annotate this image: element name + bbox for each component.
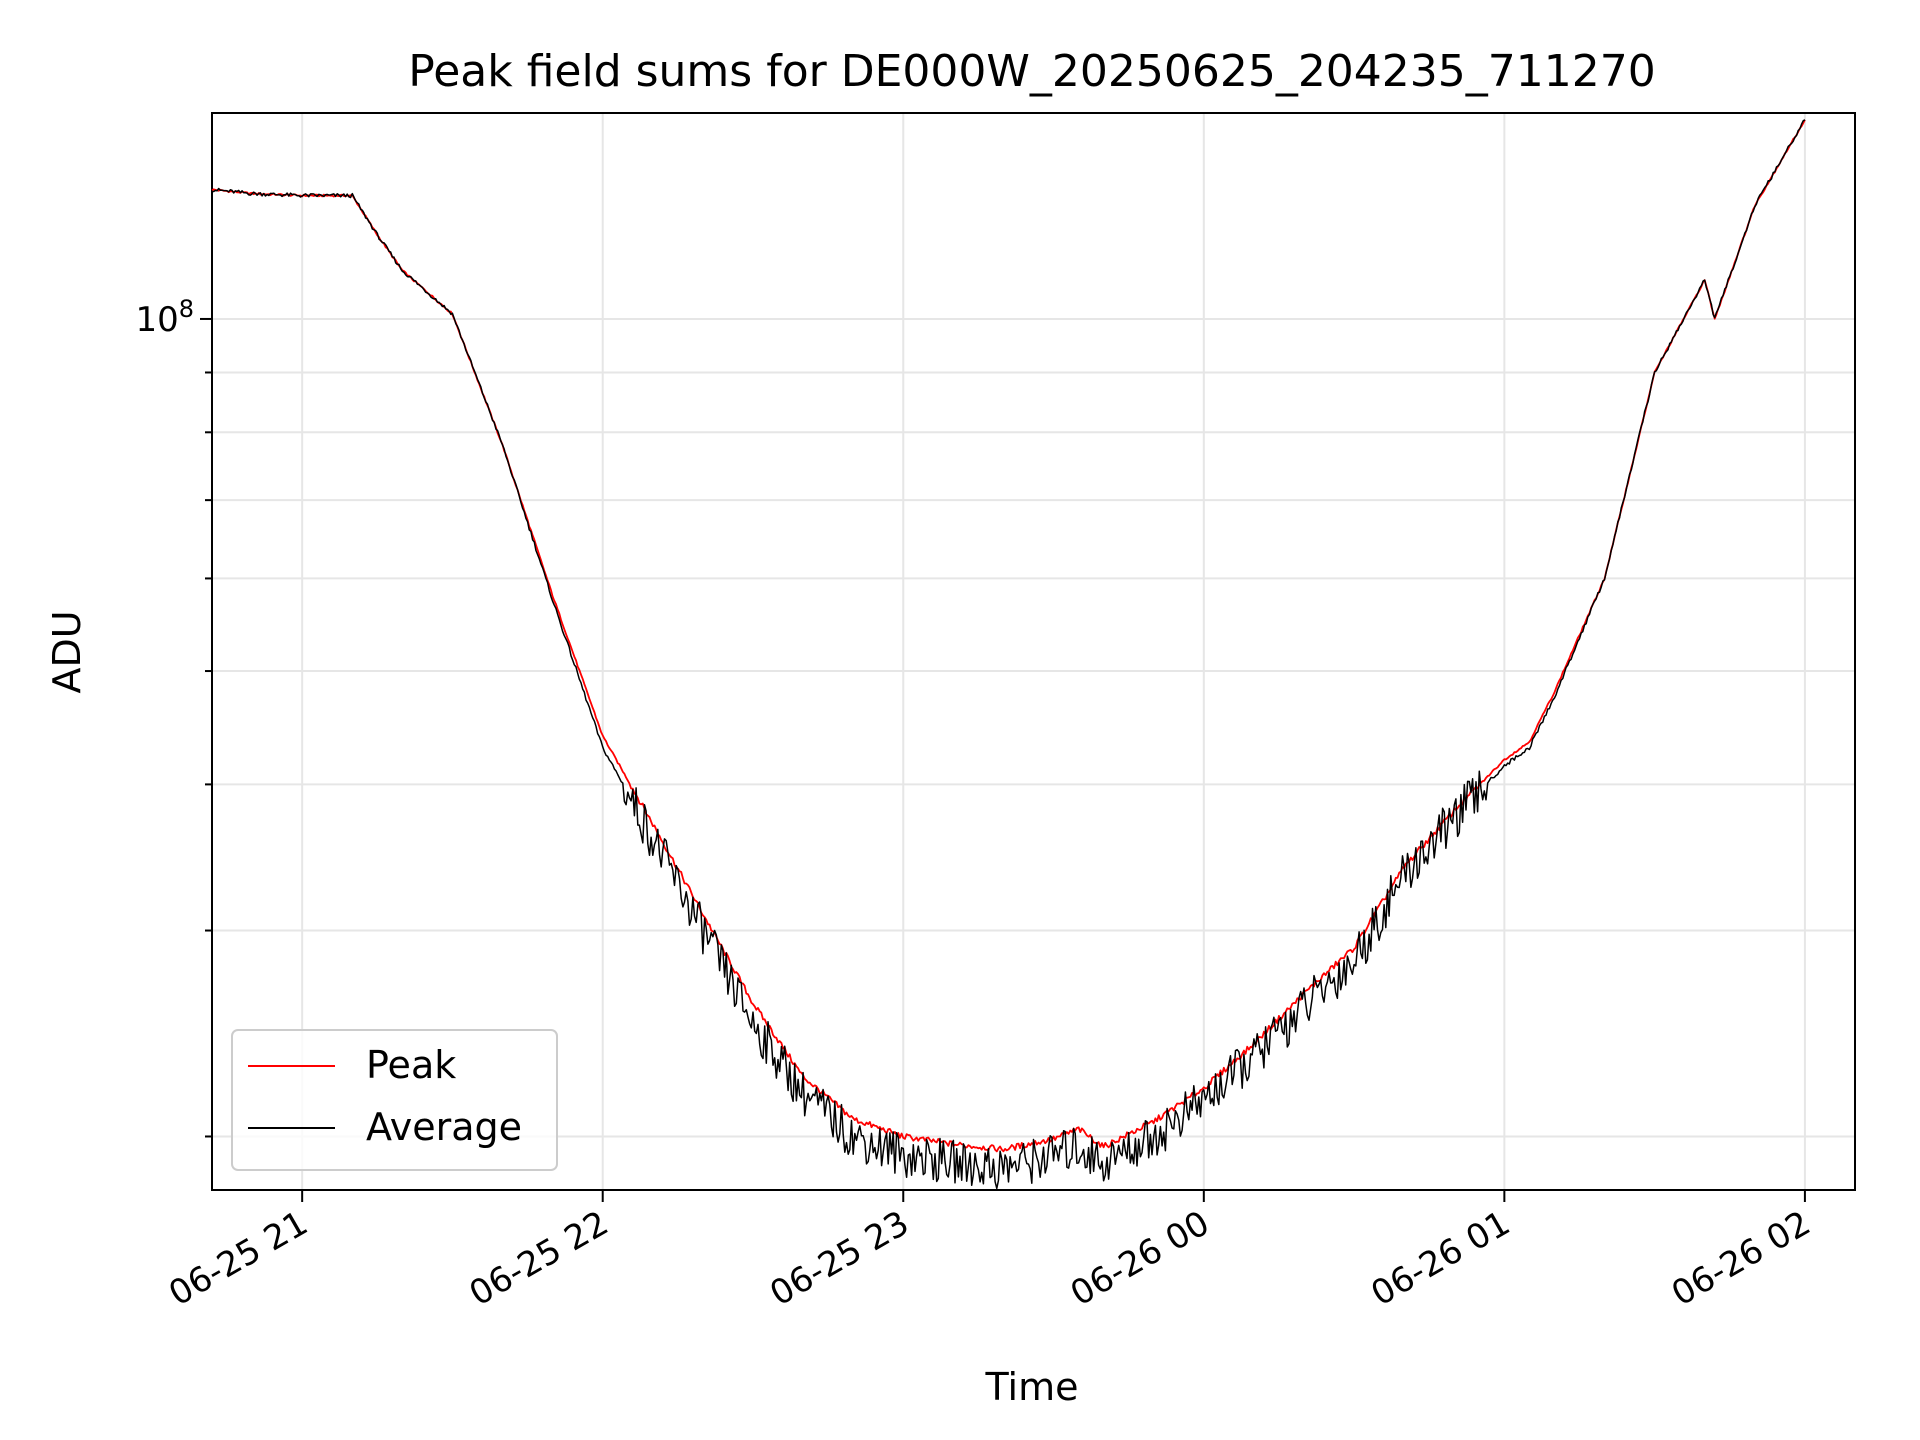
- legend: Peak Average: [231, 1029, 558, 1171]
- y-tick-label: 108: [135, 295, 194, 340]
- series-layer: [211, 119, 1806, 1190]
- x-axis-label: Time: [985, 1365, 1079, 1409]
- chart-title: Peak field sums for DE000W_20250625_2042…: [408, 46, 1656, 97]
- y-axis-ticks: 108: [135, 295, 212, 1138]
- series-line-average: [212, 119, 1806, 1190]
- plot-frame: [211, 112, 1856, 1191]
- legend-label-peak: Peak: [366, 1043, 456, 1087]
- legend-label-average: Average: [366, 1105, 522, 1149]
- grid: [212, 113, 1855, 1190]
- y-axis-label: ADU: [45, 610, 89, 693]
